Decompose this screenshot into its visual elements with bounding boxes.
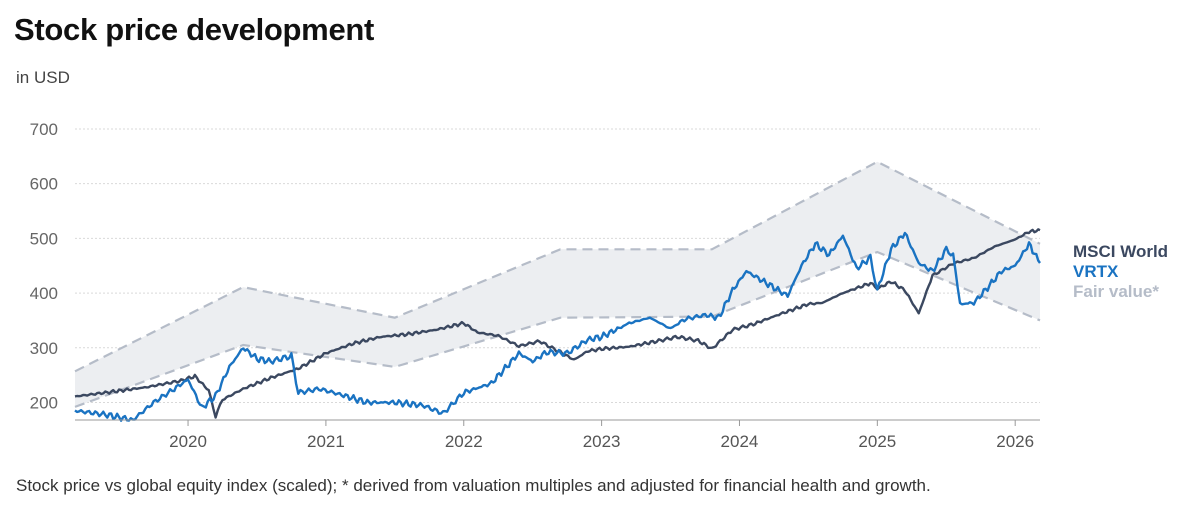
fair-value-area [75,161,1040,407]
series-line-vrtx [74,231,1041,422]
y-tick-label: 400 [30,284,58,303]
y-tick-label: 300 [30,339,58,358]
legend-entry: Fair value* [1073,282,1159,301]
chart-subtitle: in USD [16,68,70,87]
fair-value-band [74,160,1041,408]
x-tick-label: 2022 [445,432,483,451]
x-tick-label: 2026 [996,432,1034,451]
y-tick-label: 700 [30,120,58,139]
chart-footnote: Stock price vs global equity index (scal… [16,476,931,495]
x-tick-label: 2024 [721,432,759,451]
y-axis-ticks: 200 300 400 500 600 700 [30,120,58,413]
y-tick-label: 200 [30,393,58,412]
chart-title: Stock price development [14,12,375,47]
legend-entry: VRTX [1073,262,1119,281]
y-tick-label: 600 [30,175,58,194]
x-tick-label: 2020 [169,432,207,451]
fair-value-upper-line [74,160,1041,373]
fair-value-lower-line [74,250,1041,408]
x-axis-ticks: 2020 2021 2022 2023 2024 2025 2026 [169,420,1034,451]
y-tick-label: 500 [30,229,58,248]
x-tick-label: 2025 [858,432,896,451]
x-tick-label: 2023 [583,432,621,451]
legend-entry: MSCI World [1073,242,1168,261]
x-tick-label: 2021 [307,432,345,451]
series-lines [74,228,1041,422]
